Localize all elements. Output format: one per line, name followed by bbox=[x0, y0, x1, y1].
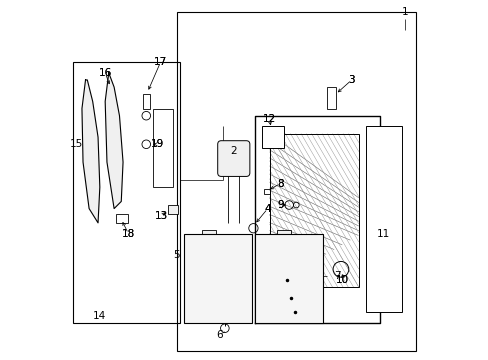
Bar bbox=[201, 230, 216, 241]
Text: 19: 19 bbox=[150, 139, 163, 149]
Text: 4: 4 bbox=[264, 203, 270, 213]
Bar bbox=[264, 189, 269, 194]
Polygon shape bbox=[105, 73, 123, 208]
Bar bbox=[365, 126, 401, 312]
Text: 13: 13 bbox=[155, 211, 168, 221]
Text: 17: 17 bbox=[154, 57, 167, 67]
Text: 18: 18 bbox=[122, 229, 135, 239]
Bar bbox=[142, 94, 149, 109]
Text: 12: 12 bbox=[263, 114, 276, 124]
Text: 8: 8 bbox=[276, 179, 283, 189]
Bar bbox=[153, 109, 173, 187]
Text: 8: 8 bbox=[276, 179, 283, 189]
Bar bbox=[255, 234, 323, 323]
Bar bbox=[156, 150, 170, 158]
Bar bbox=[183, 234, 251, 323]
Text: 19: 19 bbox=[150, 139, 163, 149]
Text: 12: 12 bbox=[263, 114, 276, 124]
Text: 6: 6 bbox=[216, 330, 223, 341]
Bar bbox=[269, 134, 358, 287]
Bar bbox=[176, 12, 415, 351]
Text: 13: 13 bbox=[155, 211, 168, 221]
Text: 17: 17 bbox=[154, 57, 167, 67]
Text: 9: 9 bbox=[276, 200, 283, 210]
Bar bbox=[156, 121, 170, 130]
Bar bbox=[326, 87, 335, 109]
Bar bbox=[262, 126, 283, 148]
Text: 16: 16 bbox=[99, 68, 112, 78]
Text: 4: 4 bbox=[264, 203, 270, 213]
Text: 10: 10 bbox=[335, 275, 348, 285]
Text: 7: 7 bbox=[333, 271, 340, 282]
Bar bbox=[116, 214, 128, 223]
Text: 14: 14 bbox=[93, 311, 106, 321]
Text: 3: 3 bbox=[347, 75, 354, 85]
Text: 10: 10 bbox=[335, 275, 348, 285]
Bar bbox=[156, 135, 170, 144]
Bar bbox=[167, 205, 178, 214]
Text: 1: 1 bbox=[401, 7, 408, 17]
Bar bbox=[73, 62, 180, 323]
Text: 2: 2 bbox=[230, 147, 237, 157]
Text: 5: 5 bbox=[173, 250, 180, 260]
Text: 18: 18 bbox=[122, 229, 135, 239]
Text: 3: 3 bbox=[347, 75, 354, 85]
Text: 16: 16 bbox=[99, 68, 112, 78]
Bar bbox=[276, 230, 290, 241]
FancyBboxPatch shape bbox=[217, 141, 249, 176]
Text: 9: 9 bbox=[276, 200, 283, 210]
Text: 15: 15 bbox=[70, 139, 83, 149]
Text: 11: 11 bbox=[376, 229, 389, 239]
Polygon shape bbox=[82, 80, 100, 223]
